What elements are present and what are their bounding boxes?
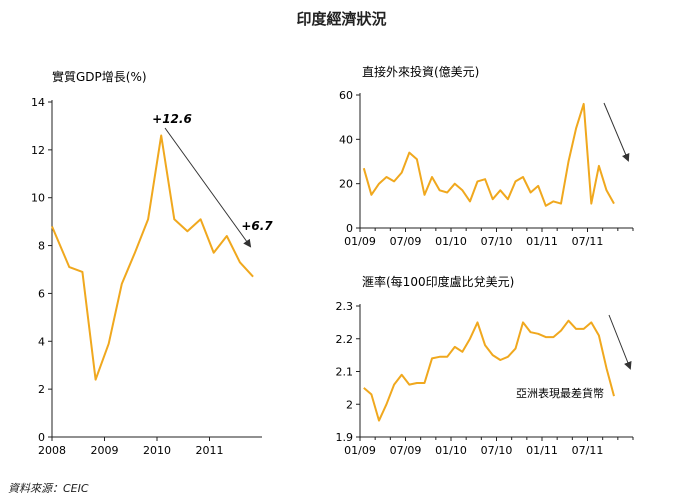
- fx-x-tick-label: 07/09: [390, 444, 422, 457]
- fdi-y-tick-label: 40: [339, 133, 353, 146]
- gdp-peak-label: +12.6: [152, 112, 192, 126]
- fx-y-tick-label: 1.9: [336, 431, 354, 444]
- fx-y-tick-label: 2.2: [336, 333, 354, 346]
- fdi-x-tick-label: 01/10: [435, 235, 467, 248]
- fdi-chart-title: 直接外來投資(億美元): [362, 64, 479, 79]
- fx-y-tick-label: 2: [346, 398, 353, 411]
- gdp-y-tick-label: 10: [31, 192, 45, 205]
- fx-trend-arrow: [608, 314, 632, 370]
- fdi-y-tick-label: 60: [339, 89, 353, 102]
- fdi-x-tick-label: 07/10: [481, 235, 513, 248]
- fdi-trend-arrow: [603, 102, 630, 162]
- source-note: 資料來源：CEIC: [8, 482, 89, 495]
- gdp-x-tick-label: 2008: [38, 444, 66, 457]
- fx-x-tick-label: 07/11: [572, 444, 604, 457]
- fx-x-tick-label: 01/09: [344, 444, 376, 457]
- gdp-growth-chart: 實質GDP增長(%) 0 2 4 6 8 10 12 14 2008 2009 2010 2011 +…: [31, 69, 273, 457]
- fdi-x-tick-label: 07/09: [390, 235, 422, 248]
- gdp-y-tick-label: 2: [38, 383, 45, 396]
- gdp-trend-arrow: [164, 127, 252, 248]
- fx-y-tick-label: 2.1: [336, 366, 354, 379]
- gdp-latest-label: +6.7: [241, 219, 273, 233]
- exchange-rate-chart: 滙率(每100印度盧比兌美元) 1.9 2 2.1 2.2 2.3 01/09 07/09 0…: [336, 274, 634, 457]
- gdp-y-tick-label: 6: [38, 287, 45, 300]
- fx-series-line: [363, 319, 615, 422]
- gdp-y-tick-label: 8: [38, 240, 45, 253]
- fdi-chart: 直接外來投資(億美元) 0 20 40 60 01/09 07/09 01/10 07/10 0…: [339, 64, 634, 248]
- fdi-x-tick-label: 01/09: [344, 235, 376, 248]
- fx-x-tick-label: 01/11: [526, 444, 558, 457]
- fdi-x-tick-label: 07/11: [572, 235, 604, 248]
- gdp-y-tick-label: 4: [38, 335, 45, 348]
- fdi-x-tick-label: 01/11: [526, 235, 558, 248]
- gdp-x-tick-label: 2009: [91, 444, 119, 457]
- gdp-x-tick-label: 2010: [143, 444, 171, 457]
- gdp-y-tick-label: 12: [31, 144, 45, 157]
- gdp-y-tick-label: 0: [38, 431, 45, 444]
- fx-chart-title: 滙率(每100印度盧比兌美元): [362, 274, 514, 289]
- fx-x-tick-label: 07/10: [481, 444, 513, 457]
- fx-annotation: 亞洲表現最差貨幣: [516, 386, 604, 400]
- fx-y-tick-label: 2.3: [336, 300, 354, 313]
- gdp-x-tick-label: 2011: [196, 444, 224, 457]
- gdp-series-line: [51, 134, 254, 381]
- gdp-y-tick-label: 14: [31, 96, 45, 109]
- gdp-chart-title: 實質GDP增長(%): [52, 69, 147, 84]
- fdi-y-tick-label: 0: [346, 222, 353, 235]
- fdi-y-tick-label: 20: [339, 178, 353, 191]
- page-title: 印度經濟狀況: [296, 10, 387, 28]
- fdi-series-line: [362, 102, 615, 207]
- fx-x-tick-label: 01/10: [435, 444, 467, 457]
